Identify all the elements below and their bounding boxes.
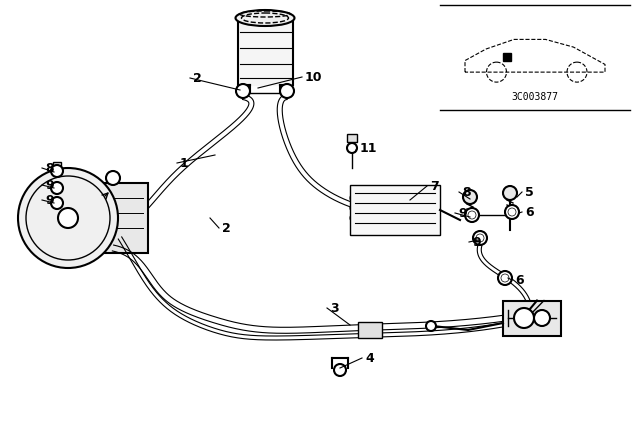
Text: 11: 11 [360, 142, 378, 155]
Circle shape [51, 165, 63, 177]
Circle shape [426, 321, 436, 331]
Text: 10: 10 [305, 70, 323, 83]
Circle shape [514, 308, 534, 328]
Circle shape [334, 364, 346, 376]
Ellipse shape [236, 10, 294, 26]
Text: 2: 2 [193, 72, 202, 85]
Bar [350, 185, 440, 235]
Text: 6: 6 [525, 206, 534, 219]
Text: 9: 9 [45, 194, 54, 207]
Text: 6: 6 [515, 273, 524, 287]
Circle shape [51, 182, 63, 194]
Circle shape [51, 197, 63, 209]
Circle shape [534, 310, 550, 326]
Circle shape [236, 84, 250, 98]
Circle shape [498, 271, 512, 285]
Bar [347, 134, 357, 142]
Text: 9: 9 [45, 178, 54, 191]
Text: 8: 8 [462, 185, 470, 198]
Bar [503, 301, 561, 336]
Text: 3: 3 [330, 302, 339, 314]
Circle shape [58, 208, 78, 228]
Circle shape [106, 171, 120, 185]
Circle shape [503, 186, 517, 200]
Circle shape [465, 208, 479, 222]
Bar [53, 179, 61, 184]
Text: 9: 9 [458, 207, 467, 220]
Circle shape [505, 205, 519, 219]
Circle shape [473, 231, 487, 245]
Text: 7: 7 [430, 180, 439, 193]
Bar [98, 183, 148, 253]
Bar [53, 194, 61, 199]
Text: 8: 8 [45, 161, 54, 175]
Circle shape [280, 84, 294, 98]
Text: 3C003877: 3C003877 [511, 92, 559, 102]
Text: 4: 4 [365, 352, 374, 365]
Text: 5: 5 [525, 185, 534, 198]
Text: 9: 9 [472, 236, 481, 249]
Bar [53, 162, 61, 167]
Circle shape [463, 190, 477, 204]
Polygon shape [237, 18, 292, 85]
Bar [358, 322, 382, 338]
Text: 2: 2 [222, 221, 231, 234]
Text: 1: 1 [180, 156, 189, 169]
Circle shape [18, 168, 118, 268]
Circle shape [347, 143, 357, 153]
